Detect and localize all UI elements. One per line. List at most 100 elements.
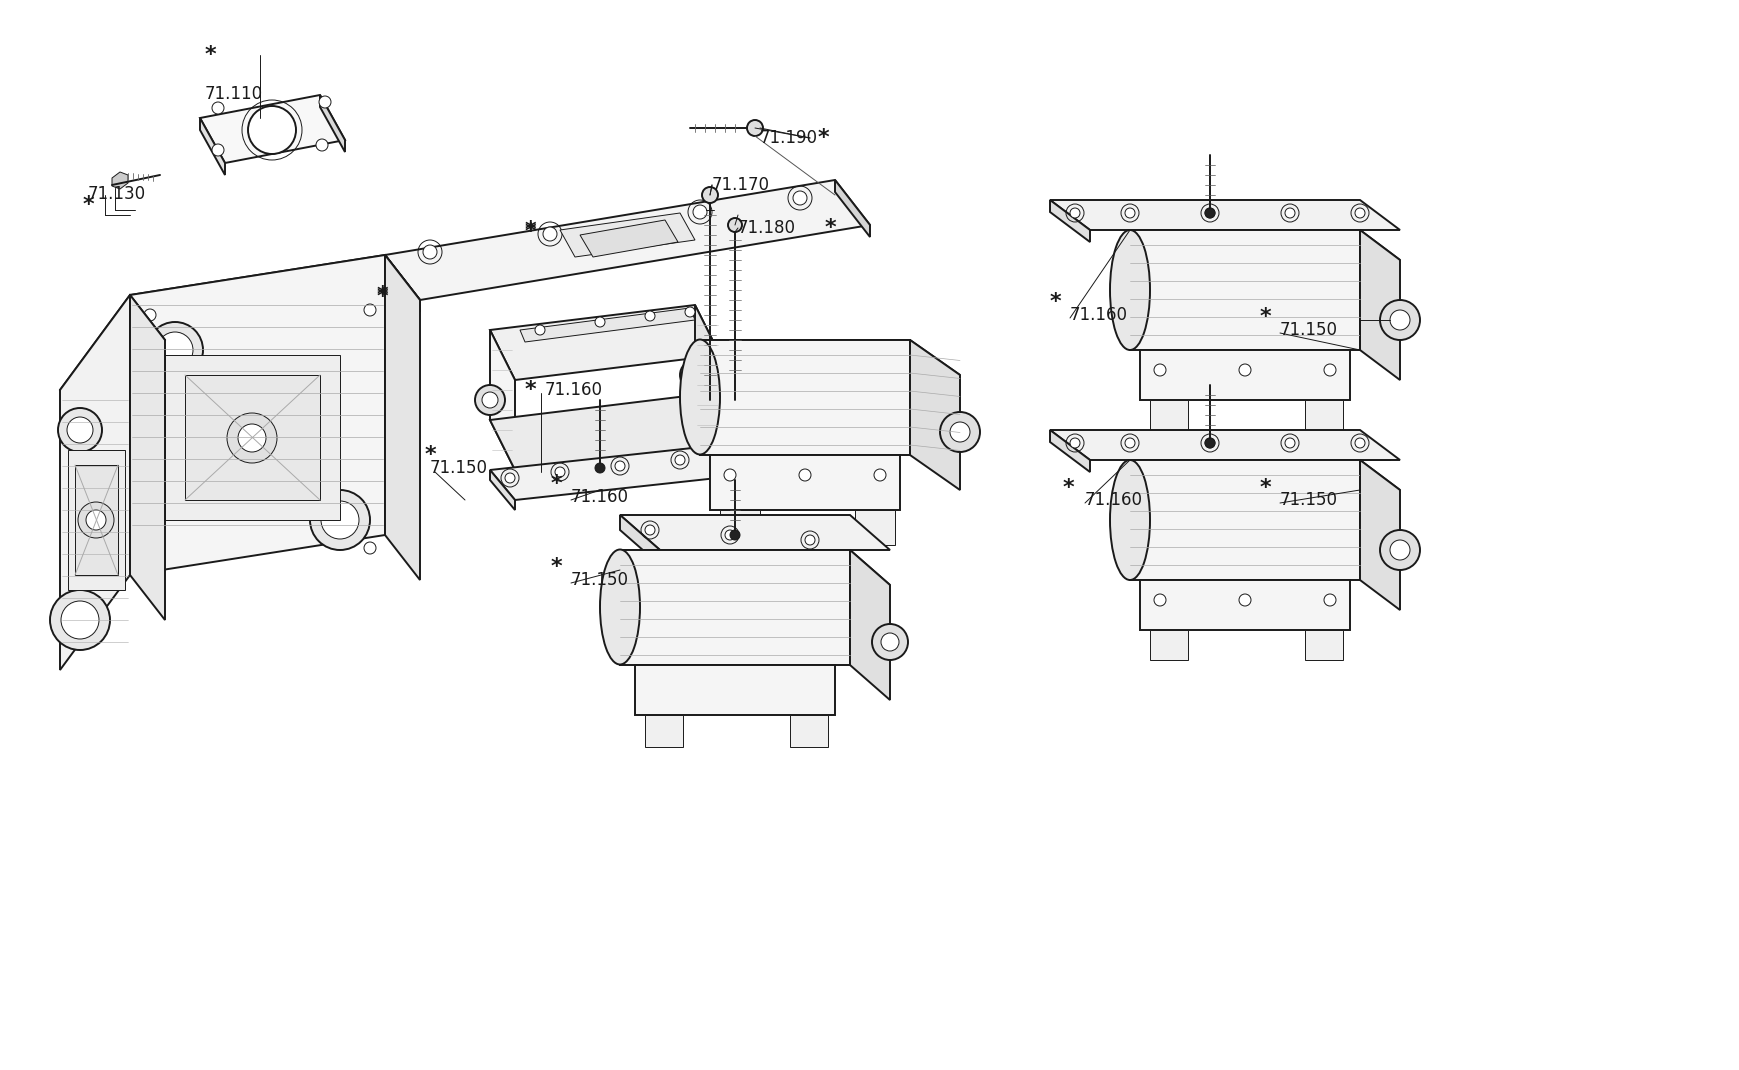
Circle shape: [50, 590, 110, 649]
Polygon shape: [1049, 430, 1089, 472]
Polygon shape: [130, 255, 384, 575]
Circle shape: [1355, 438, 1363, 448]
Circle shape: [614, 461, 624, 471]
Circle shape: [1379, 300, 1419, 340]
Polygon shape: [699, 340, 909, 455]
Text: 71.150: 71.150: [1280, 321, 1337, 339]
Text: *: *: [203, 45, 216, 65]
Circle shape: [157, 332, 193, 368]
Polygon shape: [635, 664, 835, 715]
Text: *: *: [1259, 478, 1269, 498]
Circle shape: [316, 139, 329, 151]
Circle shape: [723, 469, 736, 482]
Polygon shape: [490, 330, 515, 470]
Text: *: *: [424, 445, 435, 465]
Circle shape: [645, 525, 654, 535]
Polygon shape: [619, 550, 889, 585]
Polygon shape: [619, 515, 889, 550]
Polygon shape: [490, 305, 720, 380]
Text: 71.160: 71.160: [570, 488, 628, 506]
Circle shape: [1355, 208, 1363, 218]
Polygon shape: [1049, 430, 1400, 460]
Circle shape: [1205, 438, 1214, 448]
Circle shape: [226, 413, 277, 463]
Polygon shape: [790, 715, 828, 747]
Text: *: *: [376, 287, 388, 307]
Polygon shape: [1049, 200, 1400, 230]
Circle shape: [1069, 208, 1080, 218]
Polygon shape: [490, 470, 515, 510]
Circle shape: [78, 502, 115, 538]
Circle shape: [871, 624, 908, 660]
Circle shape: [1389, 540, 1409, 560]
Circle shape: [482, 392, 497, 408]
Circle shape: [725, 530, 734, 540]
Circle shape: [1285, 208, 1294, 218]
Polygon shape: [200, 95, 344, 163]
Circle shape: [701, 187, 718, 203]
Text: *: *: [1049, 292, 1061, 312]
Circle shape: [675, 455, 685, 465]
Text: 71.190: 71.190: [760, 129, 817, 147]
Circle shape: [1323, 594, 1336, 606]
Text: *: *: [523, 221, 536, 242]
Ellipse shape: [680, 339, 720, 455]
Polygon shape: [645, 715, 683, 747]
Circle shape: [212, 144, 224, 156]
Circle shape: [144, 542, 157, 554]
Ellipse shape: [600, 550, 640, 664]
Circle shape: [746, 120, 763, 136]
Polygon shape: [1139, 580, 1349, 630]
Circle shape: [363, 542, 376, 554]
Polygon shape: [854, 510, 894, 545]
Text: *: *: [523, 220, 536, 240]
Polygon shape: [184, 374, 320, 500]
Circle shape: [57, 408, 103, 452]
Circle shape: [1125, 438, 1134, 448]
Polygon shape: [720, 510, 760, 545]
Polygon shape: [130, 255, 419, 340]
Text: 71.160: 71.160: [1069, 306, 1127, 324]
Polygon shape: [320, 95, 344, 152]
Circle shape: [949, 422, 969, 442]
Ellipse shape: [1109, 460, 1149, 580]
Polygon shape: [909, 340, 960, 490]
Circle shape: [793, 192, 807, 205]
Polygon shape: [1304, 630, 1343, 660]
Polygon shape: [384, 255, 419, 312]
Polygon shape: [1149, 630, 1188, 660]
Circle shape: [873, 469, 885, 482]
Text: 71.150: 71.150: [570, 571, 628, 588]
Text: 71.170: 71.170: [711, 175, 770, 194]
Text: *: *: [82, 195, 94, 215]
Circle shape: [1389, 310, 1409, 330]
Circle shape: [363, 304, 376, 316]
Circle shape: [1238, 594, 1250, 606]
Text: 71.150: 71.150: [1280, 491, 1337, 509]
Circle shape: [320, 501, 358, 539]
Circle shape: [1153, 364, 1165, 376]
Circle shape: [730, 530, 739, 540]
Circle shape: [534, 325, 544, 335]
Polygon shape: [850, 550, 889, 700]
Circle shape: [645, 311, 654, 321]
Polygon shape: [68, 450, 125, 590]
Circle shape: [543, 227, 556, 241]
Text: 71.130: 71.130: [89, 185, 146, 203]
Polygon shape: [130, 295, 165, 620]
Text: 71.110: 71.110: [205, 85, 263, 103]
Circle shape: [727, 218, 741, 232]
Polygon shape: [710, 455, 899, 510]
Text: *: *: [550, 474, 562, 494]
Polygon shape: [1129, 460, 1360, 580]
Circle shape: [680, 360, 710, 389]
Polygon shape: [619, 550, 850, 664]
Polygon shape: [59, 295, 165, 435]
Polygon shape: [694, 305, 720, 445]
Polygon shape: [520, 308, 694, 342]
Circle shape: [61, 601, 99, 639]
Ellipse shape: [1109, 230, 1149, 350]
Circle shape: [880, 633, 899, 651]
Circle shape: [687, 367, 703, 383]
Text: *: *: [824, 218, 835, 238]
